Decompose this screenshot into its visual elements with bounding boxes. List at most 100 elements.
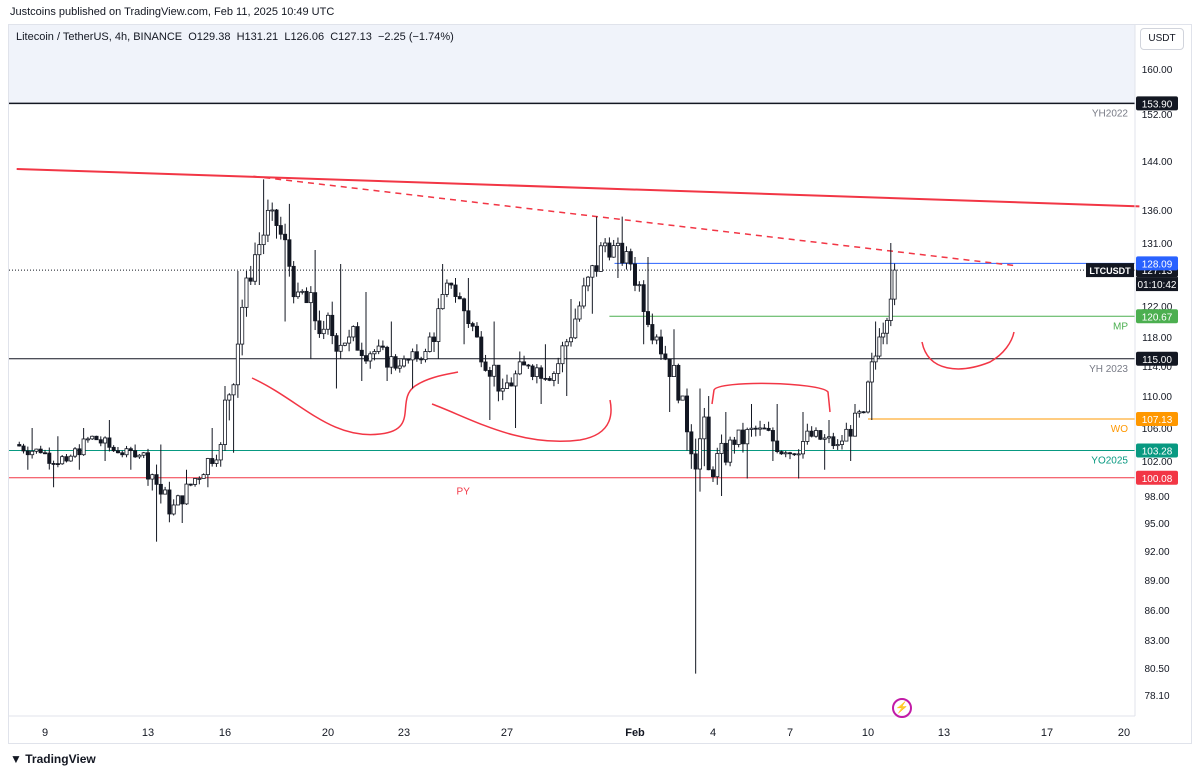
candle-body [818,430,823,440]
price-tick-label: 80.50 [1144,664,1169,675]
candle-body [762,427,767,430]
candle-body [693,453,698,470]
candle-body [827,436,832,439]
candle-body [313,292,318,322]
candle-body [115,450,120,454]
candle-body [728,439,733,463]
candle-body [287,239,292,267]
candle-body [598,245,603,272]
candle-body [569,337,574,343]
candle-body [389,356,394,368]
candle-body [877,336,882,357]
candle-body [372,351,377,355]
candle-body [214,459,219,464]
candle-body [265,209,270,236]
low-label: L [284,31,291,43]
candle-body [368,353,373,362]
candle-body [51,463,56,465]
candle-body [573,318,578,339]
countdown-tag: 01:10:42 [1138,280,1177,291]
candle-body [355,326,360,351]
annotation-label: PY [457,487,471,498]
trendline-solid[interactable] [16,167,1140,208]
candle-body [227,394,232,401]
candle-body [338,344,343,352]
candle-body [274,209,279,226]
candle-body [672,364,677,377]
candle-body [711,469,716,478]
candle-body [530,365,535,377]
ohlc-legend: Litecoin / TetherUS, 4h, BINANCE O129.38… [16,30,454,44]
candle-body [844,428,849,442]
candle-body [325,314,330,330]
freehand-drawing[interactable] [921,331,1015,370]
candle-body [723,442,728,463]
candle-body [719,442,724,454]
candle-body [873,355,878,363]
candle-body [419,358,424,361]
candle-body [171,504,176,515]
level-label: YH 2023 [1089,364,1128,375]
currency-button[interactable]: USDT [1140,28,1184,50]
tradingview-logo[interactable]: ▼ TradingView [10,752,96,766]
candle-body [401,358,406,367]
flash-icon[interactable]: ⚡ [892,698,912,718]
candle-body [81,438,86,456]
candle-body [513,373,518,387]
candle-body [235,343,240,386]
price-tag-bg [1136,309,1178,324]
candle-body [770,430,775,442]
candle-body [628,251,633,265]
candle-body [363,355,368,362]
candle-body [137,454,142,458]
candle-body [620,242,625,264]
candle-body [60,456,65,465]
candle-body [124,448,129,456]
price-tag: 120.67 [1142,312,1173,323]
candle-body [47,452,52,464]
candle-body [94,435,99,441]
candle-body [334,335,339,352]
price-tick-label: 118.00 [1142,333,1172,344]
freehand-drawing[interactable] [711,382,831,413]
price-tick-label: 110.00 [1142,392,1172,403]
candle-body [73,448,78,457]
candle-body [892,269,897,300]
candle-body [393,356,398,369]
freehand-drawing[interactable] [251,371,459,436]
candle-body [218,444,223,461]
candle-body [107,437,112,448]
level-label: MP [1113,321,1128,332]
candle-body [462,298,467,312]
candle-body [500,388,505,392]
price-tag-bg [1136,411,1178,426]
price-tick-label: 144.00 [1142,157,1173,168]
candle-body [347,336,352,344]
close-value: 127.13 [338,31,372,43]
candle-body [145,452,150,480]
candle-body [436,308,441,342]
open-value: 129.38 [196,31,231,43]
candle-body [43,452,48,455]
tv-logo-icon: ▼ [10,752,22,766]
candle-body [479,336,484,363]
close-label: C [330,31,339,43]
candle-body [603,242,608,247]
price-tag: 100.08 [1142,474,1173,485]
freehand-drawing[interactable] [431,399,612,442]
candle-body [496,364,501,392]
candle-body [248,277,253,282]
candle-body [141,452,146,456]
candle-body [283,233,288,241]
candle-body [270,209,275,212]
price-tick-label: 152.00 [1142,110,1173,121]
countdown-bg [1136,277,1178,292]
candle-body [590,265,595,278]
price-tick-label: 95.00 [1144,519,1169,530]
candle-body [466,310,471,324]
price-tick-label: 86.00 [1144,606,1169,617]
candle-body [526,364,531,367]
candle-body [55,463,60,465]
candle-body [775,440,780,453]
